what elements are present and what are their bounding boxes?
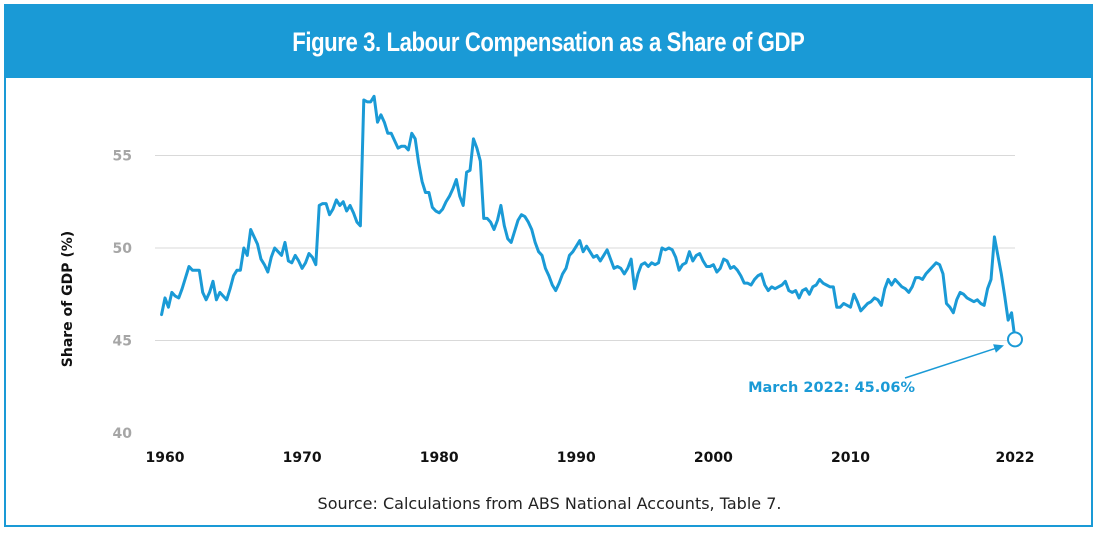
- annotation-arrowhead: [993, 344, 1004, 353]
- endpoint-marker: [1007, 331, 1023, 348]
- annotation-arrow: [904, 346, 999, 379]
- annotation-label: March 2022: 45.06%: [748, 380, 915, 396]
- x-tick-label: 2022: [996, 450, 1035, 466]
- y-tick-labels: 40 45 50 55: [113, 149, 133, 443]
- chart-title: Figure 3. Labour Compensation as a Share…: [292, 26, 805, 57]
- y-tick-label: 50: [113, 241, 133, 257]
- x-tick-label: 1990: [557, 450, 596, 466]
- x-tick-label: 1970: [283, 450, 322, 466]
- title-bar: Figure 3. Labour Compensation as a Share…: [6, 6, 1091, 78]
- x-tick-label: 2000: [694, 450, 733, 466]
- y-axis-label: Share of GDP (%): [60, 231, 76, 367]
- x-tick-labels: 1960 1970 1980 1990 2000 2010 2022: [146, 450, 1035, 466]
- source-note: Source: Calculations from ABS National A…: [317, 494, 782, 513]
- figure-frame: Figure 3. Labour Compensation as a Share…: [4, 4, 1093, 527]
- x-tick-label: 2010: [831, 450, 870, 466]
- y-tick-label: 40: [113, 426, 133, 442]
- y-tick-label: 55: [113, 149, 132, 165]
- x-tick-label: 1980: [420, 450, 459, 466]
- annotation: March 2022: 45.06%: [748, 331, 1023, 396]
- x-tick-label: 1960: [146, 450, 185, 466]
- series-line: [160, 94, 1017, 341]
- y-tick-label: 45: [113, 334, 132, 350]
